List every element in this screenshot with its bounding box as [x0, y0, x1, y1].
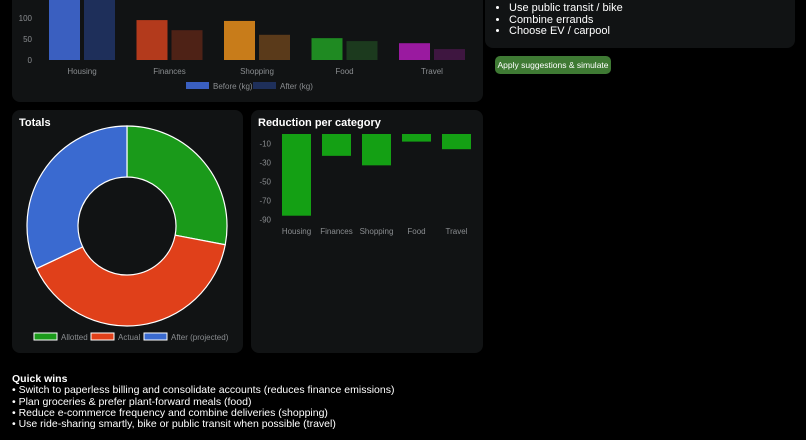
- x-tick-label: Food: [335, 67, 353, 76]
- legend-swatch: [33, 332, 58, 341]
- reduction-bar-travel: [442, 134, 471, 150]
- bar-after-shopping: [259, 34, 290, 60]
- legend-label: After (kg): [280, 82, 313, 91]
- y-tick-label: 100: [19, 14, 33, 23]
- tip-item: Combine errands: [509, 14, 623, 27]
- bar-before-shopping: [224, 20, 255, 60]
- bar-before-travel: [399, 43, 430, 60]
- quick-win-item: Switch to paperless billing and consolid…: [12, 384, 395, 396]
- reduction-bar-shopping: [362, 134, 391, 166]
- before-after-chart: 0 50 100 Housing Finances Shopping Food Travel B…: [19, 0, 465, 91]
- bar-after-finances: [171, 30, 203, 60]
- quick-win-item: Plan groceries & prefer plant-forward me…: [12, 396, 394, 408]
- legend-label: Before (kg): [213, 82, 253, 91]
- quick-wins: Quick wins Switch to paperless billing a…: [12, 373, 395, 430]
- tip-item: Use public transit / bike: [509, 2, 623, 15]
- legend-swatch: [90, 332, 115, 341]
- x-tick-label: Food: [407, 227, 425, 236]
- quick-win-item: Reduce e-commerce frequency and combine …: [12, 407, 394, 419]
- reduction-bar-housing: [282, 134, 311, 216]
- bar-before-housing: [49, 0, 80, 61]
- donut-slice-allotted: [126, 125, 228, 246]
- donut-slice-actual: [35, 234, 226, 327]
- x-tick-label: Housing: [67, 67, 96, 76]
- y-tick-label: -50: [259, 178, 271, 187]
- x-tick-label: Travel: [421, 67, 443, 76]
- reduction-bar-food: [402, 134, 431, 142]
- tips-list: Use public transit / bike Combine errand…: [497, 2, 623, 38]
- y-tick-label: -70: [259, 197, 271, 206]
- bar-before-finances: [136, 20, 168, 61]
- quick-wins-title: Quick wins: [12, 373, 68, 385]
- bar-after-food: [346, 41, 378, 60]
- x-tick-label: Shopping: [240, 67, 274, 76]
- x-tick-label: Finances: [153, 67, 185, 76]
- x-tick-label: Finances: [320, 227, 352, 236]
- quick-win-item: Use ride-sharing smartly, bike or public…: [12, 418, 394, 430]
- bar-after-travel: [434, 49, 465, 60]
- legend-label: After (projected): [171, 333, 229, 342]
- y-tick-label: -10: [259, 140, 271, 149]
- apply-suggestions-button[interactable]: Apply suggestions & simulate: [495, 56, 611, 74]
- legend-swatch: [253, 82, 276, 89]
- x-tick-label: Housing: [282, 227, 311, 236]
- y-tick-label: -30: [259, 159, 271, 168]
- donut-slice-after: [26, 125, 128, 270]
- legend-swatch: [186, 82, 209, 89]
- reduction-title: Reduction per category: [258, 117, 381, 129]
- bar-before-food: [311, 38, 343, 60]
- legend-label: Actual: [118, 333, 140, 342]
- legend-label: Allotted: [61, 333, 88, 342]
- x-tick-label: Travel: [446, 227, 468, 236]
- y-tick-label: 0: [28, 56, 33, 65]
- totals-title: Totals: [19, 117, 51, 129]
- tips-card: [485, 0, 795, 48]
- legend-swatch: [143, 332, 168, 341]
- tip-item: Choose EV / carpool: [509, 25, 623, 38]
- y-tick-label: 50: [23, 35, 32, 44]
- reduction-bar-finances: [322, 134, 351, 156]
- bar-after-housing: [84, 0, 115, 61]
- x-tick-label: Shopping: [360, 227, 394, 236]
- y-tick-label: -90: [259, 216, 271, 225]
